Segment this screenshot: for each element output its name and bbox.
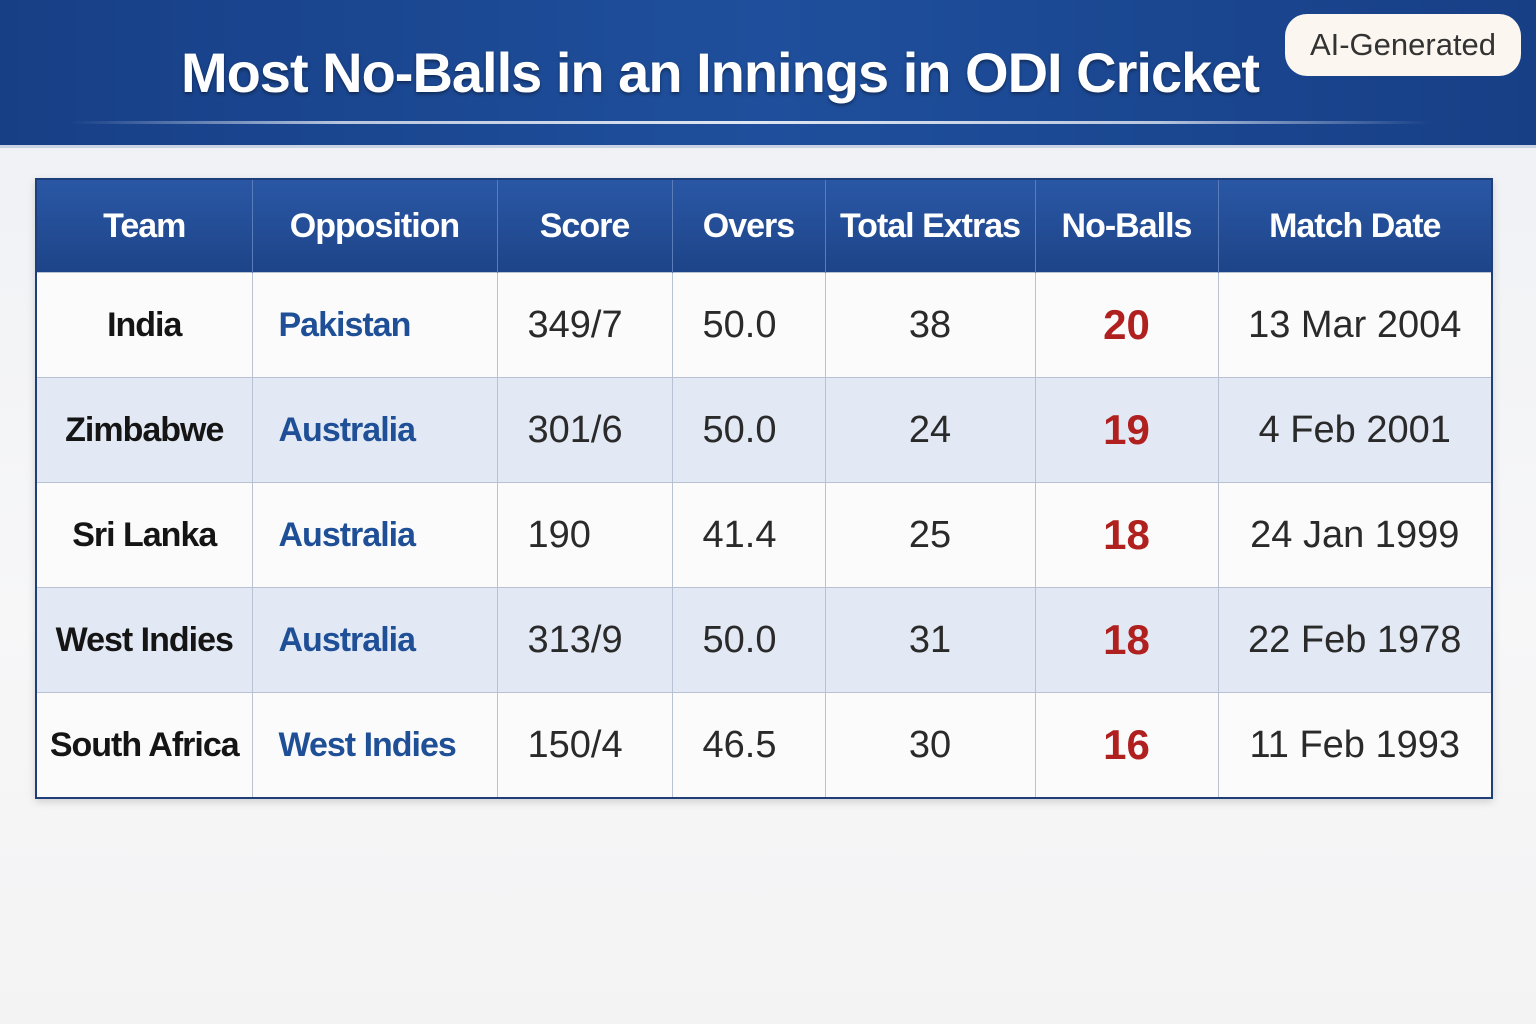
- table-row: Sri Lanka Australia 190 41.4 25 18 24 Jan 1999: [35, 482, 1493, 588]
- overs-cell: 50.0: [671, 377, 826, 483]
- team-cell: West Indies: [35, 587, 253, 693]
- date-cell: 22 Feb 1978: [1217, 587, 1493, 693]
- date-cell: 11 Feb 1993: [1217, 692, 1493, 799]
- overs-cell: 41.4: [671, 482, 826, 588]
- column-header: Team: [36, 179, 253, 273]
- column-header: Match Date: [1218, 179, 1493, 273]
- opposition-cell: Australia: [251, 587, 498, 693]
- overs-cell: 46.5: [671, 692, 826, 799]
- date-cell: 24 Jan 1999: [1217, 482, 1493, 588]
- extras-cell: 30: [824, 692, 1036, 799]
- no-balls-cell: 18: [1034, 587, 1219, 693]
- title: Most No-Balls in an Innings in ODI Crick…: [180, 41, 1260, 104]
- no-balls-cell: 18: [1034, 482, 1219, 588]
- column-header: No-Balls: [1035, 179, 1219, 273]
- score-cell: 349/7: [496, 272, 673, 378]
- table-row: Zimbabwe Australia 301/6 50.0 24 19 4 Feb 2001: [35, 377, 1493, 483]
- opposition-cell: Pakistan: [251, 272, 498, 378]
- team-cell: Sri Lanka: [35, 482, 253, 588]
- table-row: India Pakistan 349/7 50.0 38 20 13 Mar 2004: [35, 272, 1493, 378]
- extras-cell: 31: [824, 587, 1036, 693]
- team-cell: Zimbabwe: [35, 377, 253, 483]
- score-cell: 301/6: [496, 377, 673, 483]
- no-balls-cell: 16: [1034, 692, 1219, 799]
- team-cell: South Africa: [35, 692, 253, 799]
- overs-cell: 50.0: [671, 272, 826, 378]
- overs-cell: 50.0: [671, 587, 826, 693]
- table-row: South Africa West Indies 150/4 46.5 30 16 11 F…: [35, 692, 1493, 799]
- column-header: Total Extras: [825, 179, 1036, 273]
- no-balls-cell: 19: [1034, 377, 1219, 483]
- header-rule: [70, 121, 1430, 124]
- score-cell: 150/4: [496, 692, 673, 799]
- extras-cell: 25: [824, 482, 1036, 588]
- score-cell: 190: [496, 482, 673, 588]
- badge: AI-Generated: [1285, 14, 1521, 76]
- no-balls-cell: 20: [1034, 272, 1219, 378]
- date-cell: 4 Feb 2001: [1217, 377, 1493, 483]
- opposition-cell: Australia: [251, 482, 498, 588]
- column-header: Score: [497, 179, 673, 273]
- column-header: Opposition: [252, 179, 498, 273]
- extras-cell: 38: [824, 272, 1036, 378]
- column-header: Overs: [672, 179, 826, 273]
- date-cell: 13 Mar 2004: [1217, 272, 1493, 378]
- opposition-cell: Australia: [251, 377, 498, 483]
- table-body: India Pakistan 349/7 50.0 38 20 13 Mar 2004 Zim…: [35, 272, 1493, 799]
- extras-cell: 24: [824, 377, 1036, 483]
- header-row: Team Opposition Score Overs Total Extras No-B…: [36, 179, 1493, 273]
- records-table: Team Opposition Score Overs Total Extras No-B…: [35, 178, 1493, 799]
- score-cell: 313/9: [496, 587, 673, 693]
- team-cell: India: [35, 272, 253, 378]
- opposition-cell: West Indies: [251, 692, 498, 799]
- table-row: West Indies Australia 313/9 50.0 31 18 22 Feb …: [35, 587, 1493, 693]
